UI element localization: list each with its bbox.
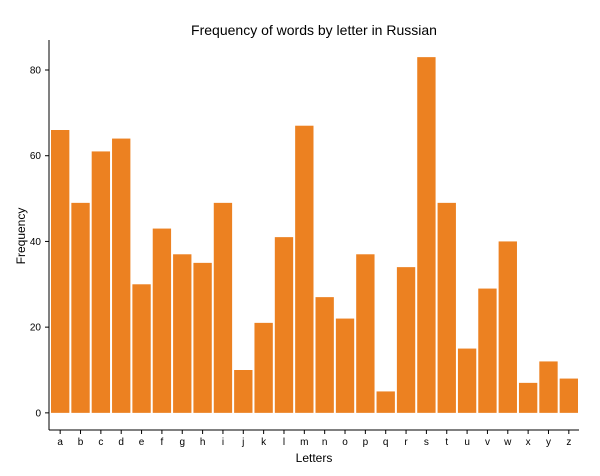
bar-p [356,254,375,413]
bar-c [91,151,111,413]
x-ticks-group: a b c d e f g h i j k l m n o p q r s t u v w x y z [57,430,571,448]
x-tick-label-e: e [139,437,145,448]
x-tick-label-h: h [200,437,206,448]
bar-b [71,202,90,413]
bar-d [112,138,131,413]
bar-t [437,202,456,413]
x-tick-label-x: x [526,437,531,448]
x-tick-label-o: o [342,437,348,448]
x-tick-label-t: t [445,437,448,448]
x-tick-label-d: d [118,437,124,448]
y-tick-label-0: 0 [35,408,41,419]
bar-q [376,391,395,413]
x-tick-label-i: i [222,437,224,448]
bar-m [295,125,314,413]
x-tick-label-u: u [464,437,470,448]
x-tick-label-a: a [57,437,63,448]
x-tick-label-r: r [404,437,408,448]
bar-w [498,241,517,413]
y-tick-label-40: 40 [30,237,42,248]
bar-z [559,378,578,413]
x-tick-label-y: y [546,437,551,448]
bar-k [254,322,273,413]
chart-title: Frequency of words by letter in Russian [191,22,437,38]
bar-u [457,348,477,413]
x-tick-label-g: g [179,437,185,448]
x-tick-label-v: v [485,437,490,448]
bar-o [335,318,355,413]
x-tick-label-s: s [424,437,429,448]
x-tick-label-f: f [161,437,164,448]
bar-e [132,284,151,413]
y-axis-label: Frequency [14,208,28,265]
x-tick-label-w: w [503,437,512,448]
bar-i [213,202,233,413]
x-tick-label-z: z [566,437,571,448]
bar-f [152,228,172,413]
y-ticks-group: 0 20 40 60 80 [30,66,49,419]
bar-s [417,57,436,413]
bar-n [315,297,334,413]
x-tick-label-q: q [383,437,389,448]
bar-j [234,370,253,413]
x-tick-label-k: k [261,437,267,448]
x-tick-label-p: p [363,437,369,448]
x-tick-label-n: n [322,437,328,448]
x-tick-label-l: l [283,437,285,448]
bars-group [51,57,578,413]
bar-r [396,267,416,413]
bar-a [51,130,70,413]
y-tick-label-80: 80 [30,66,42,77]
x-tick-label-j: j [241,437,244,448]
bar-x [518,382,538,413]
bar-y [539,361,558,413]
bar-v [478,288,497,413]
x-tick-label-m: m [300,437,308,448]
x-tick-label-c: c [98,437,103,448]
y-tick-label-20: 20 [30,323,42,334]
bar-g [173,254,192,413]
bar-l [274,237,294,413]
bar-h [193,262,212,413]
x-axis-label: Letters [296,451,333,465]
y-tick-label-60: 60 [30,151,42,162]
x-tick-label-b: b [78,437,84,448]
